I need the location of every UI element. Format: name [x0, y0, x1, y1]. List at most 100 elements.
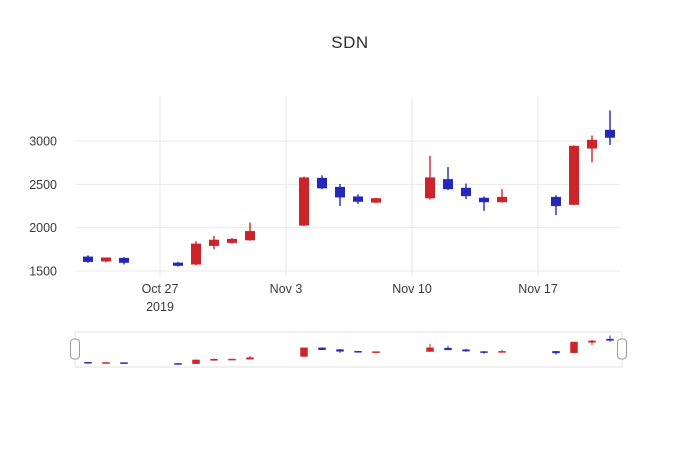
candle-oct-23[interactable] [83, 255, 93, 263]
rangeslider-candle [192, 359, 200, 364]
candle-body [605, 129, 615, 138]
candle-body [479, 197, 489, 203]
rangeslider-candle [498, 349, 506, 353]
rangeslider-candle-body [210, 359, 218, 361]
candle-body [353, 196, 363, 202]
rangeslider-candle [552, 351, 560, 355]
rangeslider-candle-body [102, 362, 110, 364]
rangeslider-candle [570, 341, 578, 353]
candle-nov-1[interactable] [245, 222, 255, 241]
rangeslider-candle [174, 363, 182, 365]
rangeslider-candle [588, 340, 596, 345]
rangeslider-candle-body [228, 358, 236, 361]
candle-body [83, 256, 93, 262]
rangeslider-candle [102, 362, 110, 364]
rangeslider-track[interactable] [74, 331, 623, 368]
y-tick-label: 2500 [29, 178, 57, 192]
candle-body [101, 257, 111, 262]
rangeslider-handle-right[interactable] [617, 338, 627, 360]
candle-body [227, 238, 237, 243]
rangeslider-candle [372, 351, 380, 353]
rangeslider-candle-body [318, 347, 326, 350]
rangeslider-candle [318, 347, 326, 350]
rangeslider-candle [210, 358, 218, 361]
candle-oct-28[interactable] [173, 261, 183, 267]
candle-body [335, 186, 345, 198]
rangeslider-candle-body [552, 351, 560, 354]
rangeslider-candle [246, 356, 254, 360]
candle-nov-15[interactable] [497, 189, 507, 203]
rangeslider-candle [480, 351, 488, 354]
rangeslider-candle [84, 362, 92, 364]
x-tick-label: Oct 27 [142, 282, 179, 296]
candle-body [191, 243, 201, 265]
candle-body [461, 187, 471, 197]
x-tick-sublabel: 2019 [146, 300, 174, 314]
y-tick-label: 2000 [29, 221, 57, 235]
candle-nov-11[interactable] [425, 155, 435, 200]
candle-nov-14[interactable] [479, 196, 489, 211]
rangeslider-candle [462, 348, 470, 352]
candle-nov-13[interactable] [461, 183, 471, 200]
chart-title: SDN [331, 33, 369, 52]
candle-oct-24[interactable] [101, 257, 111, 263]
rangeslider-candle [228, 358, 236, 361]
candle-oct-30[interactable] [209, 235, 219, 250]
rangeslider-candle-body [300, 347, 308, 357]
candle-body [209, 239, 219, 246]
x-tick-label: Nov 10 [392, 282, 432, 296]
candle-body [497, 196, 507, 203]
candle-body [587, 139, 597, 149]
rangeslider-handle-left[interactable] [70, 338, 80, 360]
rangeslider-candle-body [444, 347, 452, 351]
y-tick-label: 1500 [29, 264, 57, 278]
candle-body [425, 177, 435, 199]
candle-body [551, 196, 561, 207]
rangeslider-candle-body [192, 359, 200, 364]
rangeslider-candle [354, 350, 362, 353]
rangeslider-candle-body [336, 349, 344, 352]
candle-nov-8[interactable] [371, 197, 381, 204]
candle-nov-19[interactable] [569, 145, 579, 206]
rangeslider-candle-body [606, 338, 614, 341]
candle-nov-20[interactable] [587, 135, 597, 163]
x-tick-label: Nov 3 [270, 282, 303, 296]
rangeslider-candle-body [480, 351, 488, 353]
rangeslider-candle-body [84, 362, 92, 364]
candle-body [119, 257, 129, 263]
rangeslider-candle-body [588, 340, 596, 343]
candle-body [317, 177, 327, 189]
candle-body [245, 231, 255, 241]
rangeslider-candle-body [246, 357, 254, 360]
y-tick-label: 3000 [29, 135, 57, 149]
candle-oct-31[interactable] [227, 238, 237, 244]
candle-nov-7[interactable] [353, 194, 363, 204]
candle-nov-5[interactable] [317, 175, 327, 190]
candle-body [173, 262, 183, 266]
rangeslider-candle-body [570, 341, 578, 353]
rangeslider-candle-body [174, 363, 182, 365]
rangeslider-candle [426, 343, 434, 352]
candle-oct-29[interactable] [191, 241, 201, 266]
candle-body [569, 145, 579, 205]
candle-body [299, 177, 309, 226]
rangeslider-candle [120, 362, 128, 364]
x-tick-label: Nov 17 [518, 282, 558, 296]
candle-nov-4[interactable] [299, 176, 309, 226]
rangeslider-candle [606, 335, 614, 342]
rangeslider-candle [336, 348, 344, 353]
rangeslider-candle-body [120, 362, 128, 364]
candle-nov-12[interactable] [443, 167, 453, 191]
candle-oct-25[interactable] [119, 257, 129, 265]
rangeslider-candle-body [462, 349, 470, 352]
rangeslider-candle [300, 347, 308, 357]
candle-nov-18[interactable] [551, 195, 561, 216]
rangeslider-candle-body [426, 347, 434, 352]
candle-nov-21[interactable] [605, 110, 615, 146]
candle-body [371, 198, 381, 203]
rangeslider-candle-body [354, 351, 362, 353]
candle-nov-6[interactable] [335, 183, 345, 207]
rangeslider-candle-body [498, 351, 506, 353]
